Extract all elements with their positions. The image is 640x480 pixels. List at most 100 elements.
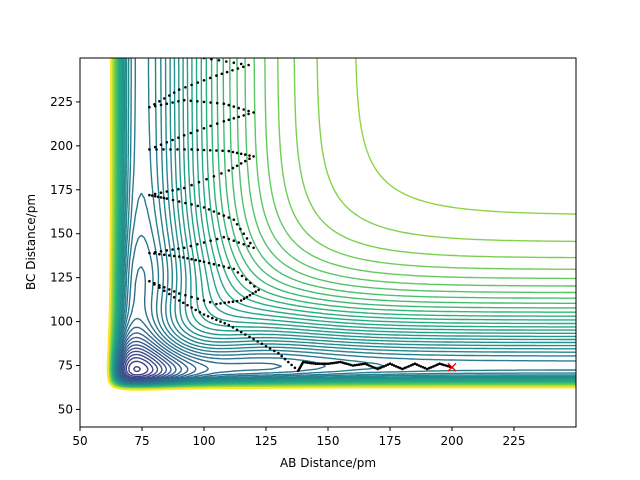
trajectory-point (324, 362, 328, 366)
trajectory-point (177, 247, 180, 250)
trajectory-point (252, 155, 255, 158)
trajectory-point (194, 258, 197, 262)
trajectory-point (159, 143, 163, 146)
trajectory-point (407, 365, 410, 368)
trajectory-point (386, 363, 390, 366)
trajectory-point (343, 361, 346, 365)
trajectory-point (430, 366, 433, 369)
trajectory-point (231, 166, 235, 170)
trajectory-point (254, 290, 257, 294)
trajectory-point (153, 192, 157, 196)
trajectory-point (438, 362, 441, 366)
trajectory-point (235, 223, 239, 226)
trajectory-point (314, 362, 317, 366)
trajectory-point (159, 196, 163, 199)
trajectory-point (316, 362, 320, 366)
trajectory-point (215, 122, 219, 125)
trajectory-point (215, 149, 218, 152)
trajectory-point (168, 288, 171, 291)
x-tick-label: 150 (317, 434, 340, 448)
trajectory-point (172, 254, 176, 258)
trajectory-point (245, 237, 249, 240)
trajectory-point (171, 248, 174, 251)
trajectory-point (208, 149, 212, 152)
trajectory-point (244, 278, 248, 281)
y-tick-label: 200 (50, 139, 73, 153)
trajectory-point (415, 363, 419, 366)
trajectory-point (287, 360, 290, 364)
trajectory-point (326, 362, 330, 366)
trajectory-point (184, 201, 187, 205)
trajectory-point (196, 297, 200, 301)
trajectory-point (189, 244, 193, 248)
trajectory-point (399, 366, 402, 370)
trajectory-point (337, 361, 340, 364)
contour-level (122, 350, 163, 380)
trajectory-point (217, 264, 221, 267)
trajectory-point (190, 83, 193, 87)
trajectory-point (239, 299, 243, 302)
trajectory-point (212, 262, 216, 266)
trajectory-point (341, 361, 344, 364)
trajectory-point (355, 363, 359, 367)
trajectory-point (330, 361, 334, 365)
trajectory-point (186, 303, 189, 307)
trajectory-point (151, 194, 154, 197)
trajectory-point (169, 148, 172, 151)
trajectory-point (409, 364, 413, 367)
trajectory-point (158, 286, 161, 289)
trajectory-point (335, 361, 338, 364)
trajectory-point (163, 289, 166, 293)
trajectory-point (210, 58, 213, 61)
trajectory-point (159, 250, 163, 253)
trajectory-point (434, 364, 437, 367)
trajectory-point (182, 98, 186, 102)
trajectory-point (190, 183, 193, 187)
trajectory-point (215, 101, 219, 105)
trajectory-point (232, 218, 236, 221)
trajectory-point (220, 72, 224, 76)
trajectory-point (428, 366, 431, 370)
trajectory-point (253, 285, 256, 288)
trajectory-point (423, 366, 427, 370)
trajectory-point (171, 138, 174, 142)
trajectory-point (148, 148, 151, 151)
trajectory-point (236, 67, 240, 70)
trajectory-point (225, 60, 228, 63)
trajectory-point (227, 266, 231, 270)
trajectory-point (382, 365, 386, 368)
trajectory-point (222, 265, 226, 268)
trajectory-point (372, 366, 375, 369)
y-tick-label: 75 (58, 359, 73, 373)
trajectory-point (376, 367, 379, 371)
y-tick-label: 100 (50, 315, 73, 329)
trajectory-point (158, 100, 161, 103)
trajectory-point (421, 366, 425, 369)
trajectory-point (202, 241, 206, 244)
trajectory-point (425, 367, 429, 371)
trajectory-point (351, 364, 355, 367)
trajectory-point (248, 157, 251, 160)
trajectory-point (158, 284, 161, 287)
trajectory-point (252, 111, 255, 114)
trajectory-point (202, 206, 206, 209)
trajectory-point (190, 257, 193, 261)
trajectory-point (293, 366, 297, 370)
trajectory-point (345, 362, 348, 366)
trajectory-point (442, 363, 446, 367)
trajectory-point (177, 299, 181, 302)
trajectory-point (217, 212, 221, 215)
trajectory-point (444, 364, 448, 367)
trajectory-point (239, 162, 243, 165)
trajectory-point (168, 292, 171, 296)
trajectory-point (419, 365, 423, 368)
trajectory-point (273, 349, 276, 353)
trajectory-point (215, 302, 218, 306)
trajectory-point (384, 364, 388, 367)
trajectory-point (171, 189, 174, 192)
trajectory-point (168, 94, 171, 97)
trajectory-point (242, 114, 245, 117)
trajectory-point (177, 187, 180, 191)
trajectory-point (217, 59, 221, 62)
